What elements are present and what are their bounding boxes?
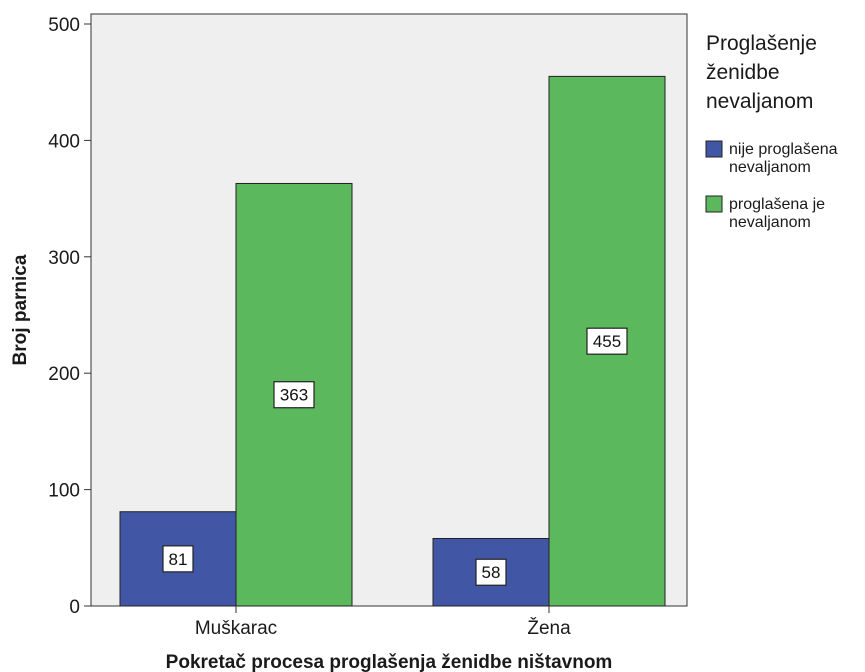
- data-label-box: [586, 327, 628, 355]
- y-tick-label: 100: [48, 481, 80, 502]
- bars-group: 81 363 58 455: [119, 75, 666, 607]
- data-label-box: [273, 381, 315, 409]
- data-label: 455: [586, 327, 628, 355]
- data-label-value: 81: [169, 550, 188, 569]
- data-label-value: 455: [593, 332, 621, 351]
- y-tick-label: 0: [69, 597, 80, 618]
- legend-title-line: Proglašenje: [706, 32, 817, 55]
- data-label-box: [475, 558, 507, 586]
- data-label-box: [162, 545, 194, 573]
- x-axis-title: Pokretač procesa proglašenja ženidbe niš…: [166, 652, 613, 672]
- x-category-label: Žena: [527, 617, 571, 639]
- data-label: 363: [273, 381, 315, 409]
- data-label: 58: [475, 558, 507, 586]
- legend-entry-label: nevaljanom: [729, 214, 811, 231]
- data-label-value: 363: [280, 386, 308, 405]
- legend-swatch: [705, 140, 723, 158]
- bar-proglasena-0: [235, 182, 353, 607]
- data-label: 81: [162, 545, 194, 573]
- y-axis-title: Broj parnica: [10, 254, 31, 365]
- x-axis: Muškarac Žena: [195, 606, 571, 639]
- legend-swatch: [705, 195, 723, 213]
- legend-entry-label: nije proglašena: [729, 141, 838, 158]
- data-label-value: 58: [482, 563, 501, 582]
- legend-entry-label: proglašena je: [729, 196, 825, 213]
- x-category-label: Muškarac: [195, 618, 277, 639]
- legend-entry-label: nevaljanom: [729, 159, 811, 176]
- y-tick-label: 400: [48, 131, 80, 152]
- legend-title-line: ženidbe: [706, 61, 780, 84]
- y-axis: 0 100 200 300 400 500: [48, 15, 91, 618]
- y-tick-label: 500: [48, 15, 80, 36]
- y-tick-label: 200: [48, 364, 80, 385]
- legend-title-line: nevaljanom: [706, 90, 813, 113]
- y-tick-label: 300: [48, 248, 80, 269]
